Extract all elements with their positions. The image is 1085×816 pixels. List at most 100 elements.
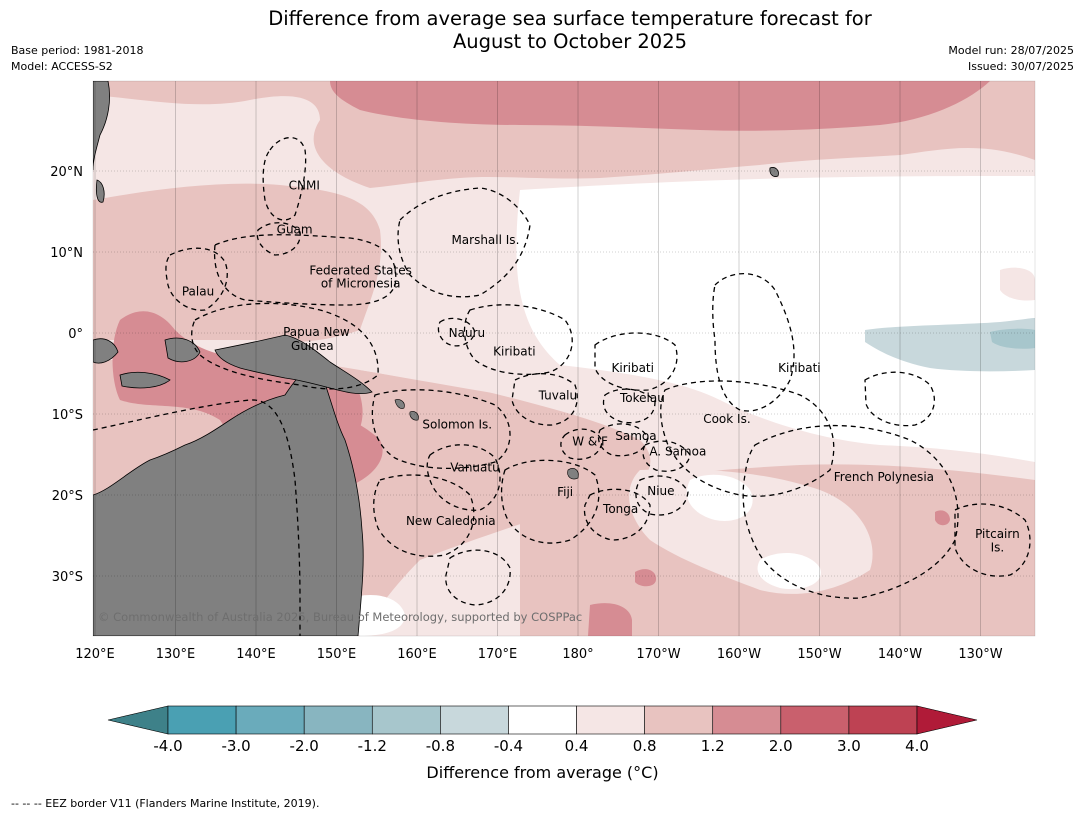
land-fiji [567,468,579,480]
longitude-tick-label: 170°W [636,647,680,662]
land-indonesia [93,337,201,389]
eez-norfolk [445,549,511,606]
eez-samoa [597,423,649,457]
colorbar-tick-label: 4.0 [905,737,929,755]
latitude-tick-label: 30°S [52,570,83,585]
colorbar-extend-high [916,705,978,735]
warm-anomaly-southwest [588,603,632,636]
colorbar-tick-label: -4.0 [153,737,182,755]
region-label: CNMI [289,179,320,193]
region-label: New Caledonia [406,514,496,528]
eez-marshall [397,187,531,298]
anomaly-band-west [93,183,381,342]
cool-tongue-outer [865,318,1035,372]
region-label: of Micronesia [321,277,401,291]
colorbar-tick-label: -1.2 [358,737,387,755]
region-label: Tuvalu [538,388,578,402]
eez-new-caledonia [373,474,475,557]
region-label: Solomon Is. [422,418,492,432]
region-label: Niue [647,484,674,498]
meta-left: Base period: 1981-2018 Model: ACCESS-S2 [11,43,143,75]
longitude-tick-label: 120°E [75,647,115,662]
graticule [93,81,1035,636]
region-label: Nauru [449,326,485,340]
neutral-patch-1 [686,474,753,521]
neutral-band-east [516,176,1035,462]
colorbar-segment [712,705,782,735]
longitude-tick-label: 150°E [317,647,357,662]
colorbar-tick-label: -3.0 [221,737,250,755]
eez-cnmi [262,136,307,221]
eez-niue [635,475,689,516]
longitude-tick-label: 160°W [717,647,761,662]
eez-kiribati-gilbert [463,304,573,375]
colorbar-extend-low [107,705,169,735]
land-solomon-is [394,399,419,421]
eez-solomon [371,389,511,470]
warm-anomaly-east [935,510,950,526]
eez-french-polynesia [742,424,959,599]
eez-fiji [500,459,600,544]
region-label: Guam [277,222,313,236]
eez-nauru [437,317,476,347]
latitude-tick-label: 10°S [52,408,83,423]
region-label: A. Samoa [649,444,706,458]
footer-note: -- -- -- EEZ border V11 (Flanders Marine… [11,797,320,810]
region-label: Federated States [309,264,411,278]
eez-wallis-futuna [560,428,603,460]
longitude-tick-label: 130°W [958,647,1002,662]
chart-title: Difference from average sea surface temp… [0,7,1085,53]
colorbar-tick-label: 1.2 [701,737,725,755]
land-hawaii [769,167,779,177]
region-label: Guinea [291,339,334,353]
longitude-tick-label: 160°E [397,647,437,662]
region-label: French Polynesia [834,470,934,484]
eez-australia [93,399,301,636]
longitude-tick-label: 130°E [156,647,196,662]
cool-tongue-inner [990,328,1035,349]
region-label: Papua New [283,325,350,339]
land-philippines [93,81,110,203]
model-run: Model run: 28/07/2025 [948,44,1074,57]
longitude-tick-label: 150°W [797,647,841,662]
region-label: Tokelau [619,391,665,405]
latitude-tick-label: 10°N [50,246,83,261]
region-label: Is. [991,541,1005,555]
longitude-tick-label: 180° [562,647,593,662]
eez-palau [165,247,228,311]
colorbar-segment [235,705,305,735]
colorbar-segment [576,705,645,735]
eez-eastern-kiribati [864,371,935,427]
colorbar-segment [440,705,509,735]
region-label: Vanuatu [450,460,500,474]
colorbar [107,705,978,735]
region-label: W & F [572,435,608,449]
colorbar-tick-label: -0.4 [494,737,523,755]
eez-fsm [213,234,397,306]
colorbar-tick-label: 2.0 [769,737,793,755]
model-name: Model: ACCESS-S2 [11,60,113,73]
region-label: Samoa [615,429,656,443]
longitude-tick-label: 170°E [478,647,518,662]
land-new-guinea [214,334,373,395]
colorbar-tick-label: 0.4 [565,737,589,755]
eez-guam [256,222,301,256]
colorbar-segment [848,705,918,735]
eez-tonga [583,488,651,541]
region-label: Cook Is. [703,412,750,426]
eez-tokelau [602,388,656,424]
meta-right: Model run: 28/07/2025 Issued: 30/07/2025 [948,43,1074,75]
colorbar-segment [303,705,373,735]
colorbar-segment [644,705,714,735]
eez-png [191,302,379,390]
latitude-tick-label: 20°S [52,489,83,504]
neutral-patch-2 [757,553,821,590]
region-label: Fiji [557,485,573,499]
base-period: Base period: 1981-2018 [11,44,144,57]
colorbar-tick-label: 3.0 [837,737,861,755]
region-label: Pitcairn [975,527,1020,541]
eez-kiribati-line [712,273,795,412]
colorbar-tick-label: -0.8 [426,737,455,755]
